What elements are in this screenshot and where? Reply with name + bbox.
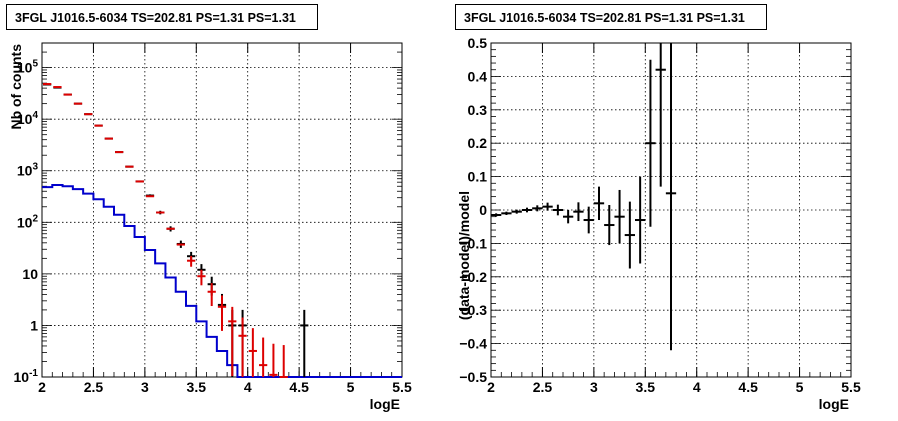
left-y-tick-label: 104 (17, 110, 39, 127)
right-y-tick-label: −0.5 (459, 369, 487, 385)
residual-point (563, 210, 574, 224)
data-point (300, 309, 309, 377)
left-x-tick-label: 2.5 (84, 379, 104, 395)
right-x-tick-label: 2 (487, 379, 495, 395)
left-y-tick-label: 103 (17, 162, 39, 179)
residual-point (511, 209, 522, 214)
residual-point (645, 59, 656, 227)
right-x-tick-label: 4.5 (738, 379, 758, 395)
right-x-tick-label: 4 (693, 379, 701, 395)
right-y-tick-label: 0.3 (468, 102, 488, 118)
left-panel-title: 3FGL J1016.5-6034 TS=202.81 PS=1.31 PS=1… (6, 4, 318, 30)
residual-point (624, 201, 635, 269)
model-point (238, 317, 247, 377)
right-x-tick-label: 5.5 (841, 379, 861, 395)
right-y-tick-label: 0.2 (468, 135, 488, 151)
residual-point (491, 213, 502, 217)
residual-point (532, 205, 543, 212)
left-x-tick-label: 4 (244, 379, 252, 395)
right-y-tick-label: −0.1 (459, 235, 487, 251)
right-y-tick-label: −0.2 (459, 269, 487, 285)
left-y-tick-label: 10-1 (14, 368, 39, 385)
left-x-tick-label: 5.5 (392, 379, 412, 395)
left-x-tick-label: 4.5 (289, 379, 309, 395)
right-x-tick-label: 2.5 (533, 379, 553, 395)
residual-point (501, 211, 512, 216)
right-x-tick-label: 3.5 (636, 379, 656, 395)
right-y-tick-label: 0.5 (468, 35, 488, 51)
residual-point (583, 206, 594, 234)
right-y-tick-label: 0.1 (468, 169, 488, 185)
model-point (228, 306, 237, 377)
left-x-tick-label: 2 (38, 379, 46, 395)
right-panel-title: 3FGL J1016.5-6034 TS=202.81 PS=1.31 PS=1… (455, 4, 767, 30)
right-y-tick-label: −0.4 (459, 336, 487, 352)
right-y-tick-label: 0.4 (468, 68, 488, 84)
model-point (217, 295, 227, 331)
right-x-tick-label: 5 (796, 379, 804, 395)
left-x-axis-label: logE (370, 396, 400, 412)
model-point (269, 343, 278, 377)
residual-point (665, 43, 677, 351)
residual-point (614, 189, 625, 244)
right-x-axis-label: logE (819, 396, 849, 412)
left-y-axis-label: Nb of counts (8, 44, 24, 130)
residual-point (604, 204, 615, 246)
model-point (207, 283, 216, 307)
model-histogram-line (42, 183, 402, 378)
right-x-tick-label: 3 (590, 379, 598, 395)
residual-point (593, 186, 605, 221)
model-point (279, 345, 288, 378)
model-point (259, 337, 268, 377)
residual-point (552, 204, 563, 216)
left-plot-frame (41, 42, 403, 378)
residual-point (521, 207, 533, 213)
model-point (248, 328, 257, 377)
left-x-tick-label: 3 (141, 379, 149, 395)
model-point (187, 255, 196, 267)
left-y-tick-label: 1 (30, 317, 38, 333)
right-y-tick-label: 0 (479, 202, 487, 218)
left-x-tick-label: 3.5 (187, 379, 207, 395)
residual-point (655, 43, 666, 187)
residual-point (542, 202, 553, 211)
left-y-tick-label: 102 (17, 213, 39, 230)
left-y-tick-label: 10 (22, 266, 38, 282)
left-x-tick-label: 5 (347, 379, 355, 395)
left-y-tick-label: 105 (17, 59, 39, 76)
residual-point (573, 202, 584, 222)
right-y-tick-label: −0.3 (459, 302, 487, 318)
right-y-axis-label: (data-model)/model (456, 191, 472, 320)
model-point (197, 269, 206, 286)
residual-point (635, 176, 646, 264)
